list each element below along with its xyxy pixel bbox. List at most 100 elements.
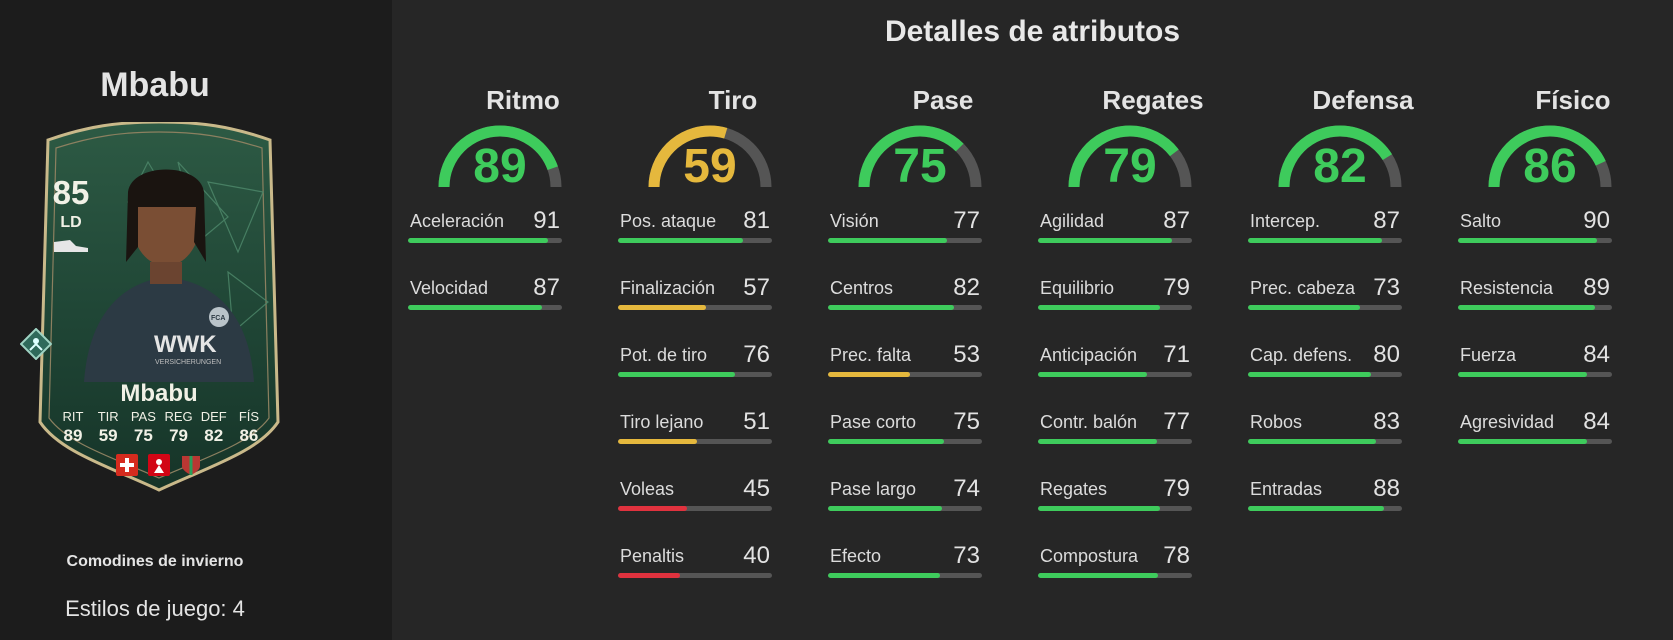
attribute-bar-fill — [1248, 506, 1384, 511]
attribute-value: 79 — [1163, 475, 1190, 502]
attribute-bar-track — [1458, 439, 1612, 444]
attribute-bar-track — [408, 238, 562, 243]
attribute-bar-track — [1248, 439, 1402, 444]
attribute-bar-fill — [828, 506, 942, 511]
attribute-bar-track — [1038, 238, 1192, 243]
attribute-row[interactable]: Aceleración 91 — [408, 207, 562, 278]
attribute-row[interactable]: Agilidad 87 — [1038, 207, 1192, 278]
attribute-bar-fill — [1248, 305, 1361, 310]
attribute-bar-track — [1038, 439, 1192, 444]
attribute-row[interactable]: Pase corto 75 — [828, 408, 982, 479]
attribute-bar-fill — [1248, 372, 1372, 377]
attribute-name: Efecto — [830, 546, 882, 566]
attribute-value: 89 — [1583, 274, 1610, 301]
attribute-row[interactable]: Finalización 57 — [618, 274, 772, 345]
category-title: Defensa — [1312, 85, 1414, 115]
attribute-row[interactable]: Compostura 78 — [1038, 542, 1192, 613]
augsburg-crest-icon — [182, 456, 200, 475]
attribute-row[interactable]: Intercep. 87 — [1248, 207, 1402, 278]
attribute-name: Velocidad — [410, 278, 489, 298]
attribute-row[interactable]: Voleas 45 — [618, 475, 772, 546]
attribute-row[interactable]: Tiro lejano 51 — [618, 408, 772, 479]
attribute-row[interactable]: Velocidad 87 — [408, 274, 562, 345]
category-title: Ritmo — [486, 85, 560, 115]
attribute-name: Penaltis — [620, 546, 685, 566]
attribute-list: Pos. ataque 81 Finalización 57 Pot. de tiro 7… — [618, 207, 828, 613]
attribute-row[interactable]: Regates 79 — [1038, 475, 1192, 546]
attribute-bar-fill — [1038, 506, 1160, 511]
attribute-bar-track — [1248, 506, 1402, 511]
bundesliga-logo-icon — [148, 454, 170, 476]
attribute-value: 82 — [953, 274, 980, 301]
category-title: Físico — [1535, 85, 1611, 115]
attribute-row[interactable]: Prec. falta 53 — [828, 341, 982, 412]
attribute-bar-fill — [828, 439, 944, 444]
attribute-row[interactable]: Visión 77 — [828, 207, 982, 278]
attribute-value: 57 — [743, 274, 770, 301]
gauge-fill — [1278, 125, 1402, 188]
attribute-row[interactable]: Agresividad 84 — [1458, 408, 1612, 479]
card-version-name: Comodines de invierno — [66, 553, 244, 570]
attribute-bar-fill — [1458, 238, 1597, 243]
attribute-value: 83 — [1373, 408, 1400, 435]
attribute-row[interactable]: Contr. balón 77 — [1038, 408, 1192, 479]
attribute-name: Agresividad — [1460, 412, 1555, 432]
attribute-column: Regates 79 Agilidad 87 Equilibrio 79 Anticipac… — [1038, 85, 1248, 625]
attribute-row[interactable]: Equilibrio 79 — [1038, 274, 1192, 345]
attribute-row[interactable]: Pos. ataque 81 — [618, 207, 772, 278]
attribute-row[interactable]: Pot. de tiro 76 — [618, 341, 772, 412]
attribute-row[interactable]: Pase largo 74 — [828, 475, 982, 546]
attribute-value: 91 — [533, 207, 560, 234]
category-value: 79 — [1103, 140, 1157, 193]
attribute-row[interactable]: Penaltis 40 — [618, 542, 772, 613]
attribute-column: Tiro 59 Pos. ataque 81 Finalización 57 Pot. de… — [618, 85, 828, 625]
attribute-bar-fill — [828, 372, 910, 377]
attribute-bar-fill — [618, 506, 688, 511]
attribute-bar-track — [828, 238, 982, 243]
attribute-value: 77 — [1163, 408, 1190, 435]
playstyles-count[interactable]: Estilos de juego: 4 — [65, 596, 245, 621]
attribute-value: 53 — [953, 341, 980, 368]
attribute-value: 87 — [1373, 207, 1400, 234]
category-title: Pase — [912, 85, 974, 115]
attribute-bar-track — [618, 439, 772, 444]
attribute-row[interactable]: Salto 90 — [1458, 207, 1612, 278]
attribute-name: Prec. cabeza — [1250, 278, 1356, 298]
attribute-name: Pos. ataque — [620, 211, 717, 231]
category-title: Tiro — [708, 85, 758, 115]
attribute-value: 78 — [1163, 542, 1190, 569]
attribute-row[interactable]: Robos 83 — [1248, 408, 1402, 479]
attribute-row[interactable]: Fuerza 84 — [1458, 341, 1612, 412]
attribute-row[interactable]: Prec. cabeza 73 — [1248, 274, 1402, 345]
attribute-row[interactable]: Efecto 73 — [828, 542, 982, 613]
attribute-row[interactable]: Cap. defens. 80 — [1248, 341, 1402, 412]
card-stat: DEF 82 — [197, 409, 231, 446]
gauge-fill — [648, 125, 772, 188]
category-value: 86 — [1523, 140, 1577, 193]
attribute-value: 84 — [1583, 408, 1610, 435]
attribute-name: Prec. falta — [830, 345, 912, 365]
attribute-bar-fill — [1038, 573, 1159, 578]
attribute-value: 75 — [953, 408, 980, 435]
card-stat: TIR 59 — [91, 409, 125, 446]
attribute-bar-fill — [618, 305, 706, 310]
attribute-bar-track — [1038, 305, 1192, 310]
card-stat-value: 79 — [169, 426, 189, 445]
attribute-row[interactable]: Entradas 88 — [1248, 475, 1402, 546]
attribute-value: 79 — [1163, 274, 1190, 301]
attribute-row[interactable]: Resistencia 89 — [1458, 274, 1612, 345]
card-stat: PAS 75 — [126, 409, 160, 446]
attribute-value: 87 — [533, 274, 560, 301]
attribute-bar-fill — [408, 305, 542, 310]
boot-icon — [54, 240, 88, 252]
card-stat-value: 75 — [133, 426, 153, 445]
attribute-bar-track — [828, 439, 982, 444]
attribute-row[interactable]: Centros 82 — [828, 274, 982, 345]
player-card[interactable]: WWK VERSICHERUNGEN FCA 85 LD Mbabu RIT 89… — [20, 122, 290, 492]
attribute-bar-fill — [828, 238, 947, 243]
attribute-name: Cap. defens. — [1250, 345, 1353, 365]
attribute-bar-fill — [1038, 238, 1172, 243]
attribute-bar-track — [408, 305, 562, 310]
attribute-name: Aceleración — [410, 211, 505, 231]
attribute-row[interactable]: Anticipación 71 — [1038, 341, 1192, 412]
